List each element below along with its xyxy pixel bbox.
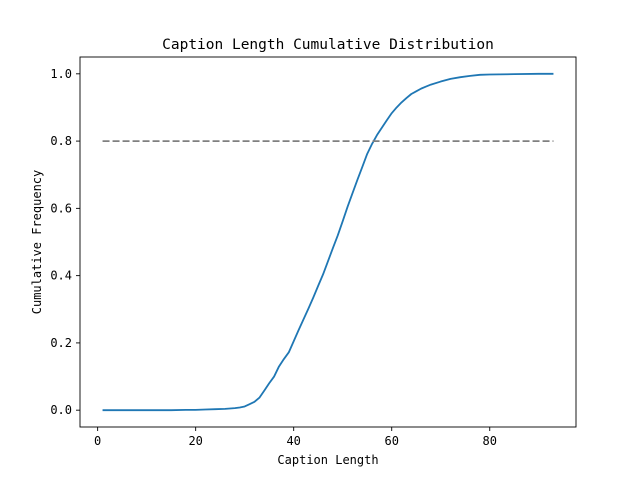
y-tick-label: 0.0 [50, 403, 72, 417]
y-axis-label: Cumulative Frequency [30, 170, 44, 315]
y-tick-label: 0.8 [50, 134, 72, 148]
cumulative-frequency-line [102, 72, 554, 412]
x-tick-label: 20 [188, 434, 202, 448]
y-tick-label: 0.6 [50, 201, 72, 215]
x-tick-label: 60 [384, 434, 398, 448]
x-axis-label: Caption Length [277, 453, 378, 467]
plot-frame [79, 56, 577, 428]
y-tick-label: 0.4 [50, 269, 72, 283]
x-tick-label: 80 [483, 434, 497, 448]
axis-ticks: 0 20 40 60 80 0.0 0.2 0.4 0.6 0.8 1.0 [50, 67, 497, 448]
y-tick-label: 0.2 [50, 336, 72, 350]
series-layer [102, 72, 554, 412]
x-tick-label: 0 [94, 434, 101, 448]
x-tick-label: 40 [286, 434, 300, 448]
y-tick-label: 1.0 [50, 67, 72, 81]
chart-title: Caption Length Cumulative Distribution [162, 37, 494, 53]
